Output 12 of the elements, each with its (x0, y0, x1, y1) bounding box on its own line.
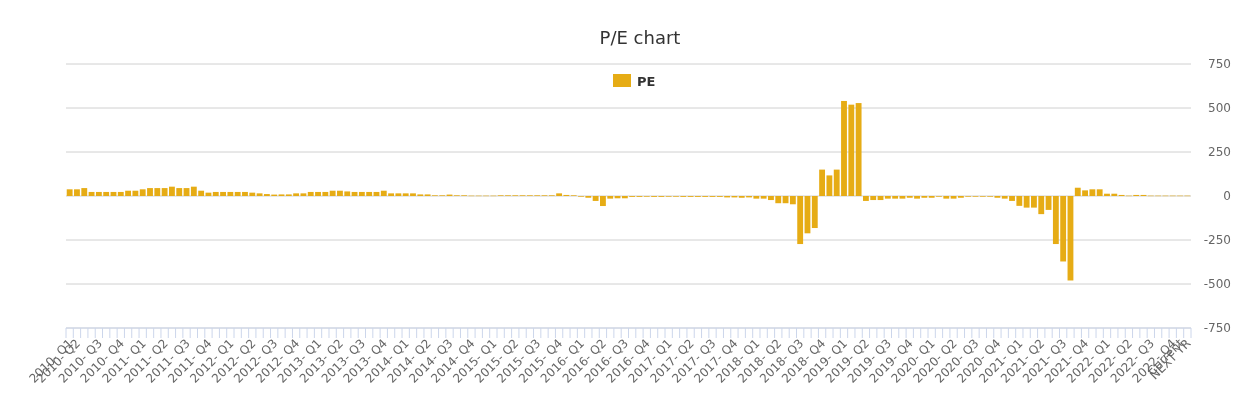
y-tick-label: 750 (1208, 57, 1231, 71)
legend-label: PE (637, 74, 656, 89)
bar (811, 196, 818, 229)
y-tick-label: 500 (1208, 101, 1231, 115)
y-tick-label: -250 (1203, 233, 1231, 247)
bar (899, 196, 906, 199)
y-tick-label: 0 (1223, 189, 1231, 203)
y-tick-label: 250 (1208, 145, 1231, 159)
bar (855, 103, 862, 196)
y-tick-label: -500 (1203, 277, 1231, 291)
y-tick-label: -750 (1203, 321, 1231, 335)
chart-title: P/E chart (599, 27, 681, 48)
